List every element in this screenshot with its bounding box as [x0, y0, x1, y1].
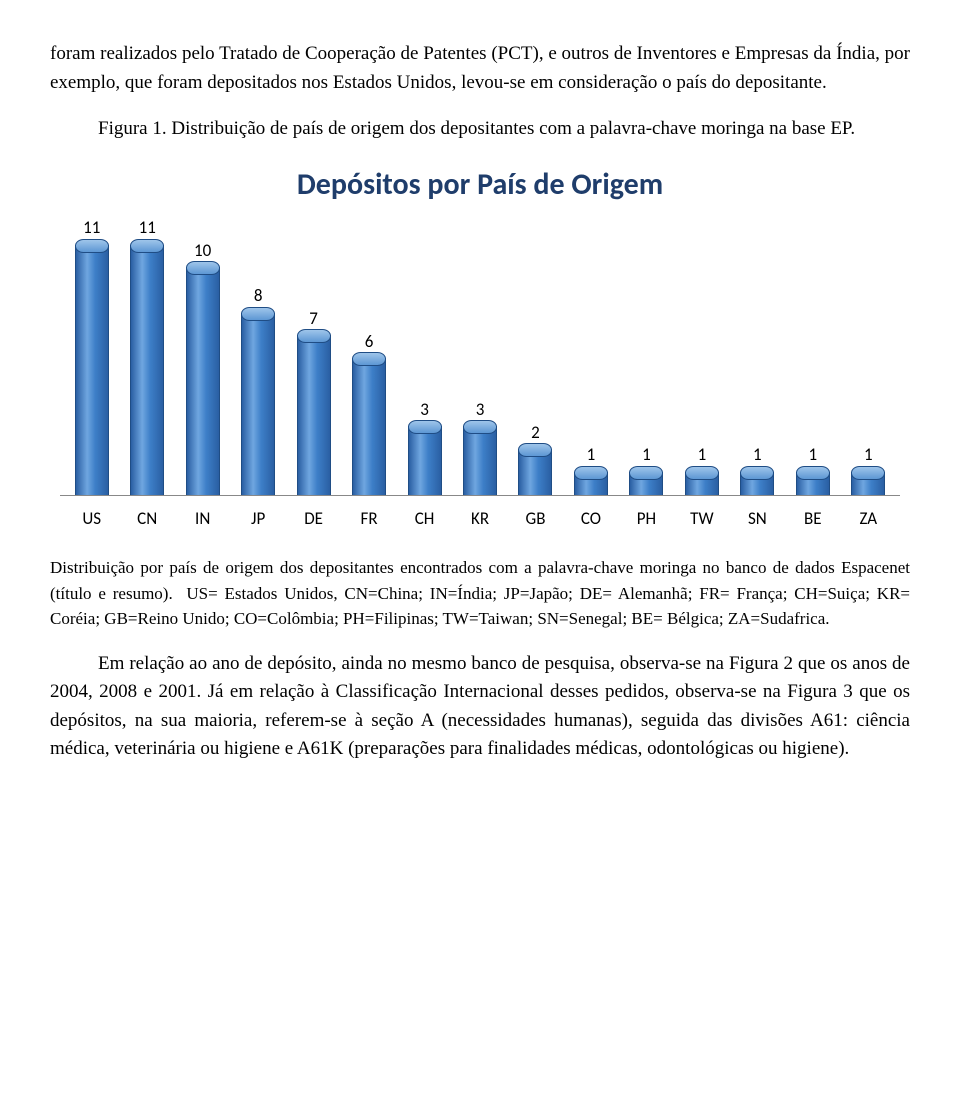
bar-value-label: 1	[698, 442, 707, 468]
bar-value-label: 1	[864, 442, 873, 468]
bar-col: 7	[286, 306, 341, 495]
bar-top-cap	[629, 466, 663, 480]
bar-top-cap	[685, 466, 719, 480]
bar-value-label: 11	[139, 215, 156, 241]
bar-value-label: 11	[83, 215, 100, 241]
bar-col: 1	[785, 442, 840, 494]
bar-col: 11	[64, 215, 119, 495]
bar	[629, 472, 663, 495]
bar-top-cap	[352, 352, 386, 366]
bar-top-cap	[851, 466, 885, 480]
bar	[186, 267, 220, 494]
bar-top-cap	[740, 466, 774, 480]
bar	[463, 426, 497, 494]
category-label: US	[64, 506, 119, 532]
chart-title: Depósitos por País de Origem	[50, 162, 910, 207]
bar-top-cap	[297, 329, 331, 343]
bar-col: 6	[341, 329, 396, 495]
bar-value-label: 1	[809, 442, 818, 468]
bar	[75, 245, 109, 495]
bar-col: 3	[452, 397, 507, 495]
bar-top-cap	[518, 443, 552, 457]
bar-col: 2	[508, 420, 563, 495]
bar	[408, 426, 442, 494]
category-label: GB	[508, 506, 563, 532]
category-label: CN	[119, 506, 174, 532]
category-label: JP	[230, 506, 285, 532]
bar-value-label: 1	[642, 442, 651, 468]
bar-top-cap	[130, 239, 164, 253]
category-label: ZA	[841, 506, 896, 532]
chart-plot-area: 111110876332111111	[60, 215, 900, 496]
bar-col: 1	[563, 442, 618, 494]
bar-value-label: 8	[254, 283, 263, 309]
bar	[574, 472, 608, 495]
bar-value-label: 6	[365, 329, 374, 355]
bar-top-cap	[796, 466, 830, 480]
bar	[241, 313, 275, 495]
bar-value-label: 3	[420, 397, 429, 423]
bar-top-cap	[75, 239, 109, 253]
bar	[685, 472, 719, 495]
bar-value-label: 1	[753, 442, 762, 468]
bar-value-label: 1	[587, 442, 596, 468]
category-axis: USCNINJPDEFRCHKRGBCOPHTWSNBEZA	[64, 506, 896, 532]
bar-col: 8	[230, 283, 285, 494]
category-label: CH	[397, 506, 452, 532]
bar	[297, 335, 331, 494]
category-label: TW	[674, 506, 729, 532]
category-label: CO	[563, 506, 618, 532]
bar-top-cap	[186, 261, 220, 275]
bar-top-cap	[463, 420, 497, 434]
category-label: SN	[730, 506, 785, 532]
bar-col: 1	[619, 442, 674, 494]
category-label: FR	[341, 506, 396, 532]
category-label: PH	[619, 506, 674, 532]
bar	[130, 245, 164, 495]
paragraph-pct: foram realizados pelo Tratado de Coopera…	[50, 40, 910, 97]
bar	[352, 358, 386, 494]
paragraph-year: Em relação ao ano de depósito, ainda no …	[50, 650, 910, 764]
bar-value-label: 3	[476, 397, 485, 423]
bars-row: 111110876332111111	[60, 215, 900, 495]
bar-col: 10	[175, 238, 230, 495]
bar-value-label: 2	[531, 420, 540, 446]
bar-col: 11	[119, 215, 174, 495]
bar-col: 3	[397, 397, 452, 495]
bar	[851, 472, 885, 495]
category-label: IN	[175, 506, 230, 532]
figure-caption: Distribuição por país de origem dos depo…	[50, 555, 910, 632]
bar-col: 1	[841, 442, 896, 494]
bar-value-label: 7	[309, 306, 318, 332]
bar-value-label: 10	[194, 238, 211, 264]
bar	[740, 472, 774, 495]
figure-1-intro: Figura 1. Distribuição de país de origem…	[50, 115, 910, 144]
bar-top-cap	[408, 420, 442, 434]
bar-col: 1	[674, 442, 729, 494]
chart-container: Depósitos por País de Origem 11111087633…	[50, 162, 910, 532]
category-label: KR	[452, 506, 507, 532]
bar-col: 1	[730, 442, 785, 494]
bar-top-cap	[574, 466, 608, 480]
category-label: DE	[286, 506, 341, 532]
bar	[518, 449, 552, 494]
category-label: BE	[785, 506, 840, 532]
bar-top-cap	[241, 307, 275, 321]
bar	[796, 472, 830, 495]
